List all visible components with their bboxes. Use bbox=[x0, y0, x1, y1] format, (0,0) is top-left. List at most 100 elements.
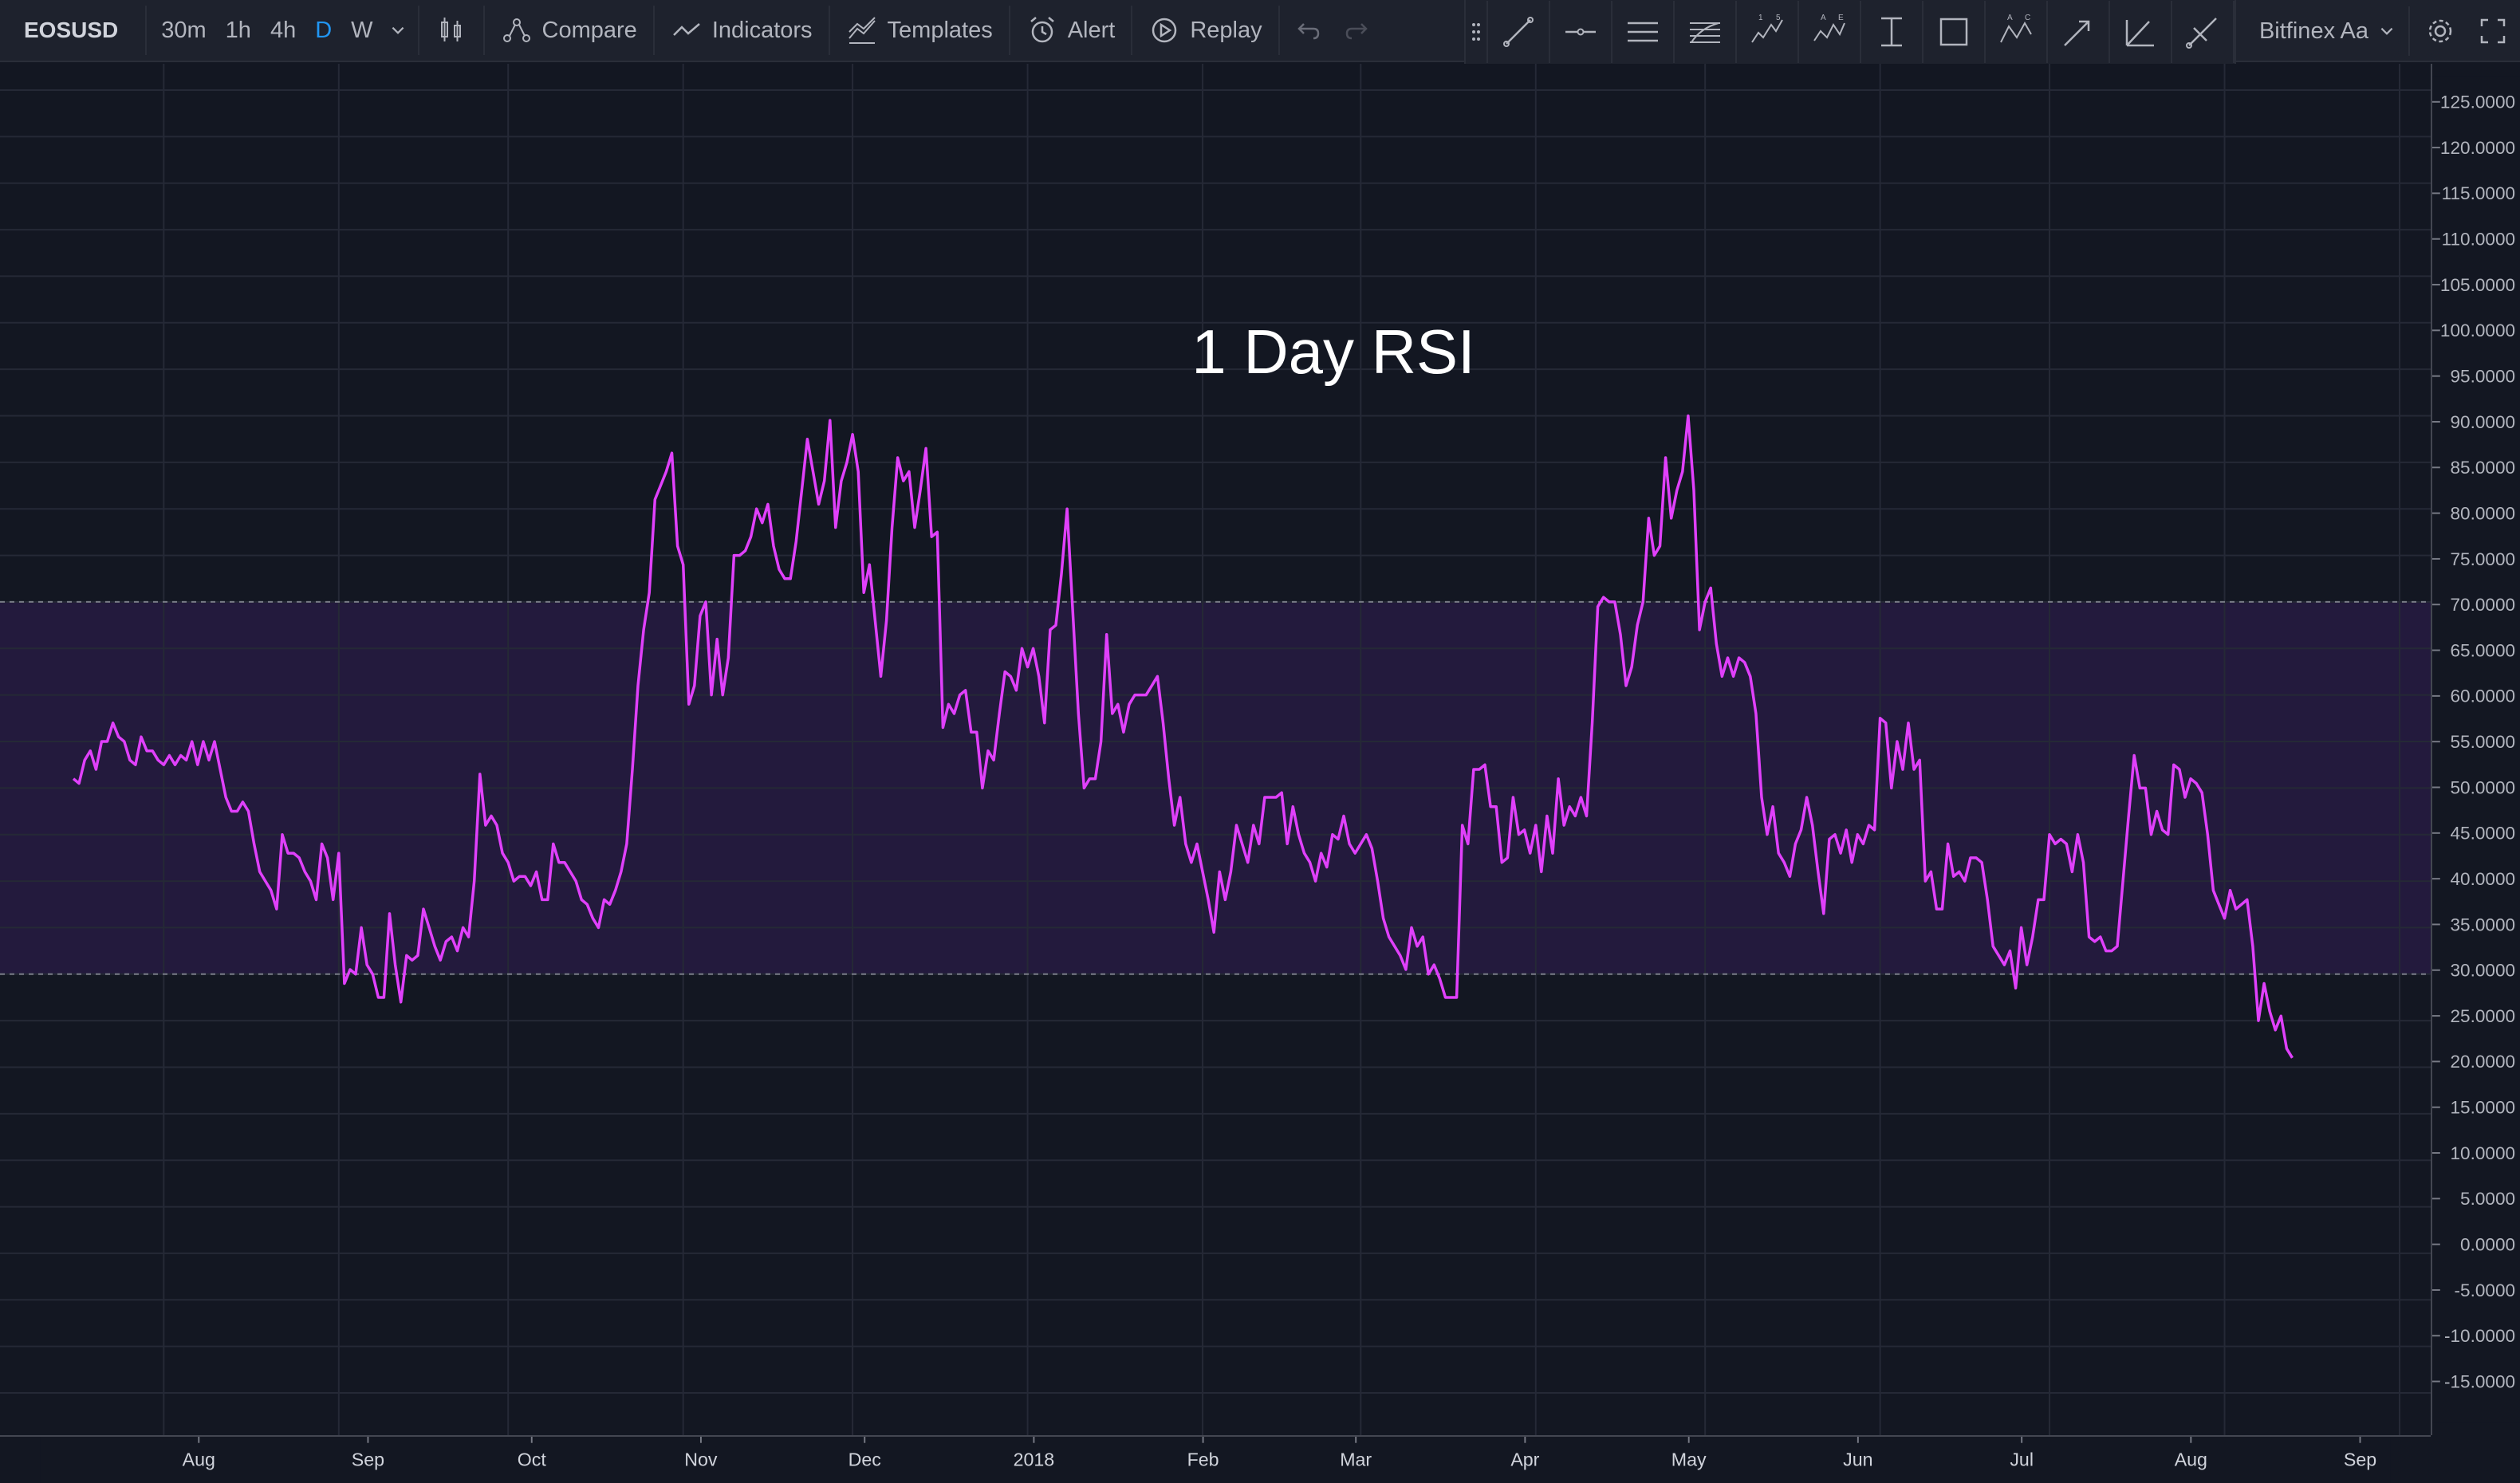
price-tick-label: 45.0000 bbox=[2450, 824, 2515, 844]
rsi-series-line bbox=[72, 414, 2294, 1059]
compare-label: Compare bbox=[541, 17, 637, 43]
grip-icon bbox=[1472, 23, 1480, 41]
date-range-icon bbox=[1881, 17, 1902, 47]
exchange-selector[interactable]: Bitfinex Aa bbox=[2248, 6, 2404, 56]
tool-label: 5 bbox=[1776, 14, 1781, 22]
price-tick-label: 40.0000 bbox=[2450, 869, 2515, 889]
time-tick-label: Aug bbox=[2175, 1450, 2207, 1470]
interval-d[interactable]: D bbox=[315, 17, 333, 43]
drag-handle[interactable] bbox=[1466, 1, 1488, 63]
parallel-channel-tool[interactable] bbox=[1612, 1, 1675, 63]
time-axis-background bbox=[40, 1437, 2391, 1483]
gear-icon bbox=[2428, 19, 2452, 43]
interval-group: 30m 1h 4h D W bbox=[152, 6, 382, 55]
arrow-tool[interactable] bbox=[2048, 1, 2110, 63]
price-tick-label: 25.0000 bbox=[2450, 1006, 2515, 1026]
time-tick-label: Mar bbox=[1340, 1450, 1372, 1470]
divider bbox=[1278, 6, 1280, 55]
time-tick-label: May bbox=[1671, 1450, 1707, 1470]
divider bbox=[1131, 6, 1133, 55]
horizontal-ray-tool[interactable] bbox=[1550, 1, 1612, 63]
compare-button[interactable]: Compare bbox=[490, 6, 648, 55]
compare-icon bbox=[502, 18, 530, 42]
symbol-search[interactable]: EOSUSD bbox=[24, 18, 119, 42]
interval-dropdown[interactable] bbox=[383, 6, 413, 55]
indicators-button[interactable]: Indicators bbox=[660, 6, 824, 55]
price-tick-label: 10.0000 bbox=[2450, 1143, 2515, 1163]
fullscreen-icon bbox=[2480, 18, 2506, 44]
time-axis[interactable]: Aug Sep Oct Nov Dec 2018 Feb Mar Apr May Jun Jul Aug… bbox=[0, 1435, 2431, 1483]
price-tick-label: 90.0000 bbox=[2450, 412, 2515, 432]
price-tick-label: -5.0000 bbox=[2455, 1280, 2516, 1300]
tool-label: A bbox=[1821, 14, 1826, 22]
alert-button[interactable]: Alert bbox=[1015, 6, 1127, 55]
replay-button[interactable]: Replay bbox=[1137, 6, 1273, 55]
alarm-clock-icon bbox=[1030, 17, 1054, 43]
price-tick-label: 65.0000 bbox=[2450, 640, 2515, 660]
chart-pane[interactable]: 1 Day RSI bbox=[0, 64, 2431, 1435]
time-tick-label: Sep bbox=[352, 1450, 384, 1470]
settings-button[interactable] bbox=[2415, 6, 2466, 56]
interval-30m[interactable]: 30m bbox=[161, 17, 207, 43]
price-tick-label: 105.0000 bbox=[2440, 275, 2515, 295]
pitchfork-icon bbox=[2186, 18, 2217, 49]
parallel-channel-icon bbox=[1628, 22, 1658, 42]
undo-icon bbox=[1297, 23, 1319, 40]
price-tick-label: 120.0000 bbox=[2440, 138, 2515, 158]
time-tick-label: Feb bbox=[1187, 1450, 1219, 1470]
time-tick-label: Nov bbox=[684, 1450, 718, 1470]
price-tick-label: 75.0000 bbox=[2450, 549, 2515, 569]
pitchfork-tool[interactable] bbox=[2172, 1, 2235, 63]
price-tick-label: 5.0000 bbox=[2460, 1189, 2515, 1209]
trend-line-icon bbox=[1503, 17, 1534, 47]
price-tick-label: 110.0000 bbox=[2442, 230, 2516, 250]
redo-icon bbox=[1345, 23, 1368, 40]
trend-line-tool[interactable] bbox=[1488, 1, 1550, 63]
fullscreen-button[interactable] bbox=[2466, 6, 2520, 56]
price-tick-label: 80.0000 bbox=[2450, 503, 2515, 523]
price-axis[interactable]: 125.0000 120.0000 115.0000 110.0000 105.0000… bbox=[2431, 64, 2520, 1435]
price-tick-label: 50.0000 bbox=[2450, 777, 2515, 797]
price-tick-label: 115.0000 bbox=[2442, 183, 2516, 203]
price-tick-label: 30.0000 bbox=[2450, 961, 2515, 981]
fib-retracement-tool[interactable] bbox=[1675, 1, 1737, 63]
time-tick-label: 2018 bbox=[1014, 1450, 1055, 1470]
interval-4h[interactable]: 4h bbox=[270, 17, 297, 43]
undo-button[interactable] bbox=[1285, 6, 1333, 55]
chart-type-button[interactable] bbox=[424, 6, 478, 55]
divider bbox=[417, 6, 419, 55]
templates-label: Templates bbox=[887, 17, 993, 43]
time-tick-label: Aug bbox=[183, 1450, 215, 1470]
time-tick-label: Jul bbox=[2010, 1450, 2034, 1470]
interval-w[interactable]: W bbox=[351, 17, 373, 43]
replay-icon bbox=[1152, 18, 1177, 43]
templates-button[interactable]: Templates bbox=[835, 6, 1004, 55]
divider bbox=[482, 6, 485, 55]
redo-button[interactable] bbox=[1333, 6, 1380, 55]
rectangle-tool[interactable] bbox=[1923, 1, 1986, 63]
interval-1h[interactable]: 1h bbox=[225, 17, 251, 43]
indicators-icon bbox=[672, 23, 700, 36]
right-toolbar: Bitfinex Aa bbox=[2248, 0, 2520, 62]
arrow-icon bbox=[2064, 20, 2090, 46]
chart-title: 1 Day RSI bbox=[1191, 317, 1475, 387]
price-tick-label: 20.0000 bbox=[2450, 1052, 2515, 1072]
gann-fan-tool[interactable] bbox=[2110, 1, 2172, 63]
price-tick-label: 70.0000 bbox=[2450, 595, 2515, 615]
candlestick-icon bbox=[440, 18, 461, 41]
date-range-tool[interactable] bbox=[1861, 1, 1923, 63]
time-tick-label: Oct bbox=[518, 1450, 547, 1470]
chevron-down-icon bbox=[2380, 27, 2393, 35]
divider bbox=[652, 6, 655, 55]
price-tick-label: -10.0000 bbox=[2444, 1326, 2515, 1346]
gann-fan-icon bbox=[2125, 20, 2154, 47]
price-tick-label: 60.0000 bbox=[2450, 686, 2515, 706]
templates-icon bbox=[848, 17, 876, 44]
